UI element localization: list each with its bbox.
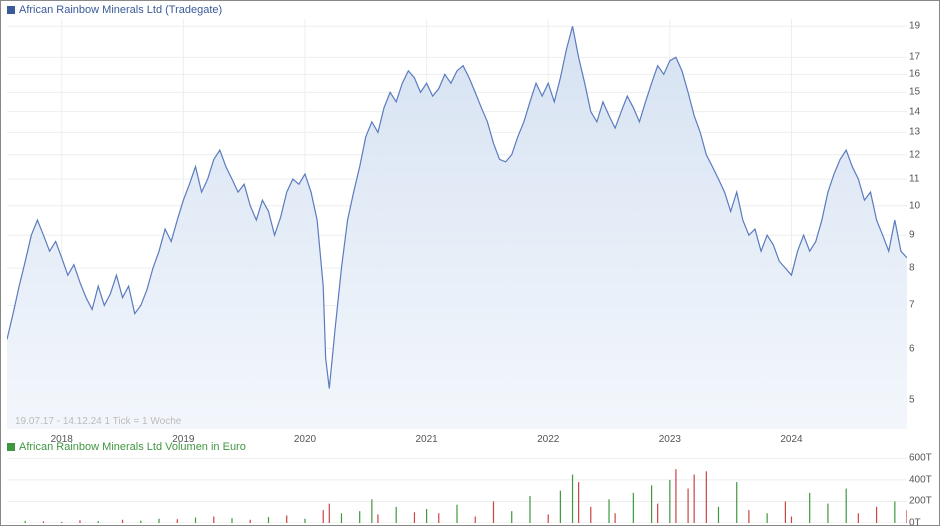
volume-ytick: 200T bbox=[909, 496, 937, 507]
price-ytick: 11 bbox=[909, 174, 937, 185]
price-panel: 56789101112131415161719 2018201920202021… bbox=[7, 19, 907, 429]
price-title: African Rainbow Minerals Ltd (Tradegate) bbox=[19, 4, 222, 16]
volume-ytick: 600T bbox=[909, 453, 937, 464]
price-ytick: 9 bbox=[909, 230, 937, 241]
price-legend: African Rainbow Minerals Ltd (Tradegate) bbox=[7, 4, 222, 16]
price-ytick: 16 bbox=[909, 69, 937, 80]
volume-ytick: 0T bbox=[909, 518, 937, 529]
volume-swatch bbox=[7, 443, 15, 451]
price-xtick: 2024 bbox=[780, 434, 802, 445]
price-ytick: 14 bbox=[909, 106, 937, 117]
price-chart-svg bbox=[7, 19, 907, 429]
price-ytick: 12 bbox=[909, 149, 937, 160]
date-range-label: 19.07.17 - 14.12.24 1 Tick = 1 Woche bbox=[15, 416, 181, 427]
chart-container: African Rainbow Minerals Ltd (Tradegate)… bbox=[0, 0, 940, 526]
price-ytick: 15 bbox=[909, 87, 937, 98]
price-xtick: 2023 bbox=[659, 434, 681, 445]
price-ytick: 7 bbox=[909, 300, 937, 311]
price-swatch bbox=[7, 6, 15, 14]
price-ytick: 17 bbox=[909, 52, 937, 63]
volume-ytick: 400T bbox=[909, 474, 937, 485]
price-ytick: 13 bbox=[909, 127, 937, 138]
volume-panel: 0T200T400T600T bbox=[7, 453, 907, 523]
price-xtick: 2021 bbox=[415, 434, 437, 445]
volume-chart-svg bbox=[7, 453, 907, 523]
price-ytick: 5 bbox=[909, 394, 937, 405]
volume-legend: African Rainbow Minerals Ltd Volumen in … bbox=[7, 441, 246, 453]
price-ytick: 6 bbox=[909, 343, 937, 354]
price-ytick: 8 bbox=[909, 263, 937, 274]
price-xtick: 2022 bbox=[537, 434, 559, 445]
price-ytick: 10 bbox=[909, 200, 937, 211]
price-xtick: 2020 bbox=[294, 434, 316, 445]
volume-title: African Rainbow Minerals Ltd Volumen in … bbox=[19, 441, 246, 453]
price-ytick: 19 bbox=[909, 21, 937, 32]
